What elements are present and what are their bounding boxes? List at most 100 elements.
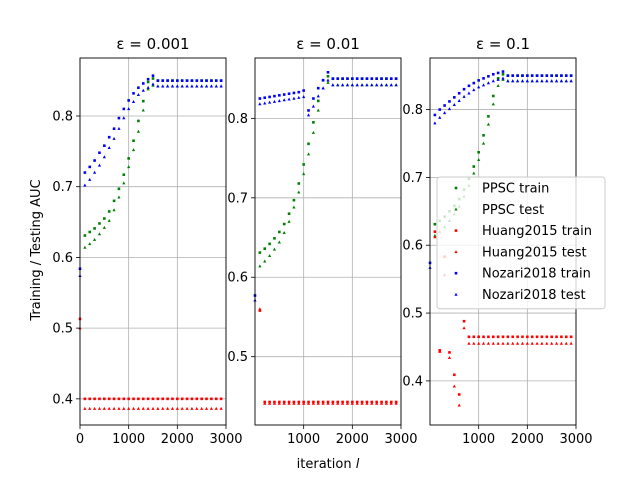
data-point xyxy=(204,84,209,88)
data-point xyxy=(122,181,126,185)
y-tick-label: 0.8 xyxy=(52,109,73,124)
axes-frame xyxy=(254,57,402,426)
data-point xyxy=(151,406,155,410)
data-point xyxy=(501,76,505,80)
data-point xyxy=(166,406,170,410)
legend: PPSC train PPSC test Huang2015 train Huang2… xyxy=(436,176,606,310)
data-point xyxy=(180,397,184,401)
data-point xyxy=(214,406,218,410)
legend-label: PPSC train xyxy=(482,182,549,197)
data-point xyxy=(112,397,116,401)
data-point xyxy=(462,87,466,91)
y-tick-label: 0.6 xyxy=(227,271,248,286)
legend-entry: Nozari2018 train xyxy=(454,267,591,282)
x-tick-label: 2000 xyxy=(511,432,544,447)
data-point xyxy=(311,130,315,134)
data-point xyxy=(292,205,296,209)
data-point xyxy=(195,79,199,82)
data-point xyxy=(384,401,388,405)
data-point xyxy=(433,113,437,117)
data-point xyxy=(394,83,398,87)
data-point xyxy=(107,218,111,222)
subplot-1: 0 1000 2000 3000 0.4 0.5 0.6 0.7 0.8 ε = 0.001 xyxy=(52,35,242,447)
data-point xyxy=(316,99,320,103)
data-point xyxy=(175,406,179,410)
data-point xyxy=(491,79,495,83)
data-point xyxy=(443,111,447,115)
legend-frame xyxy=(436,176,606,310)
data-point xyxy=(370,77,374,80)
legend-marker xyxy=(454,250,458,254)
series-huang2015-train xyxy=(78,317,223,401)
data-point xyxy=(520,79,525,83)
y-tick-label: 0.7 xyxy=(402,171,423,186)
data-point xyxy=(307,109,310,112)
legend-label: Huang2015 test xyxy=(482,245,587,260)
data-point xyxy=(545,74,549,77)
data-point xyxy=(258,309,262,312)
data-point xyxy=(350,83,354,87)
data-point xyxy=(360,83,364,87)
data-point xyxy=(263,247,267,250)
data-point xyxy=(540,341,544,345)
data-point xyxy=(569,341,573,345)
data-point xyxy=(491,94,495,98)
legend-label: Nozari2018 train xyxy=(482,267,591,282)
data-point xyxy=(511,335,515,339)
data-point xyxy=(486,122,490,126)
data-point xyxy=(540,74,544,77)
data-point xyxy=(331,401,335,405)
series-nozari2018-test xyxy=(253,78,398,302)
data-point xyxy=(375,401,379,405)
y-tick-label: 0.6 xyxy=(402,239,423,254)
data-point xyxy=(122,406,126,410)
data-point xyxy=(496,84,500,88)
data-point xyxy=(83,397,87,401)
data-point xyxy=(210,397,213,401)
data-point xyxy=(166,79,169,82)
x-tick-label: 2000 xyxy=(336,432,369,447)
data-point xyxy=(263,96,267,100)
data-point xyxy=(161,397,165,401)
data-point xyxy=(195,84,199,88)
y-tick-label: 0.8 xyxy=(227,112,248,127)
data-point xyxy=(83,234,87,237)
series-huang2015-test xyxy=(258,307,398,405)
data-point xyxy=(268,253,272,257)
data-point xyxy=(214,397,218,401)
series-nozari2018-train xyxy=(78,74,223,271)
data-point xyxy=(302,401,306,405)
data-point xyxy=(316,94,320,98)
legend-marker xyxy=(454,207,458,211)
data-point xyxy=(496,335,500,339)
data-point xyxy=(146,397,150,401)
data-point xyxy=(258,102,262,106)
data-point xyxy=(93,397,96,401)
data-point xyxy=(501,72,505,76)
data-point xyxy=(306,401,311,405)
data-point xyxy=(535,335,539,339)
data-point xyxy=(277,240,281,244)
data-point xyxy=(136,129,140,133)
data-point xyxy=(141,406,145,410)
data-point xyxy=(146,406,150,410)
data-point xyxy=(501,70,505,73)
data-point xyxy=(161,84,165,88)
data-point xyxy=(117,397,121,401)
data-point xyxy=(170,84,175,88)
data-point xyxy=(389,77,393,80)
data-point xyxy=(487,75,490,78)
data-point xyxy=(530,335,534,339)
data-point xyxy=(452,384,456,388)
data-point xyxy=(345,401,350,405)
data-point xyxy=(375,77,378,80)
x-tick-label: 1000 xyxy=(462,432,495,447)
data-point xyxy=(336,401,340,405)
data-point xyxy=(88,230,92,234)
y-tick-label: 0.8 xyxy=(402,103,423,118)
data-point xyxy=(287,401,291,405)
data-point xyxy=(545,335,549,339)
data-point xyxy=(170,406,175,410)
data-point xyxy=(166,397,169,401)
data-point xyxy=(258,264,262,268)
